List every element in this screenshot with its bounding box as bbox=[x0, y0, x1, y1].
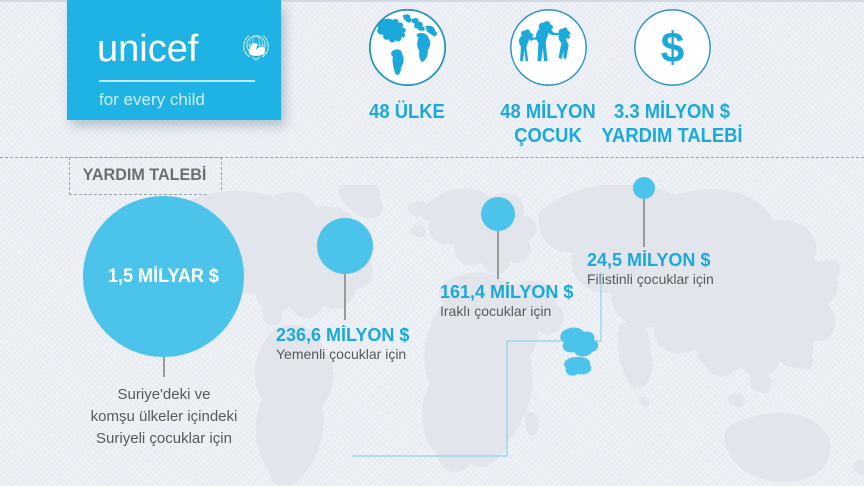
svg-text:$: $ bbox=[661, 24, 685, 71]
